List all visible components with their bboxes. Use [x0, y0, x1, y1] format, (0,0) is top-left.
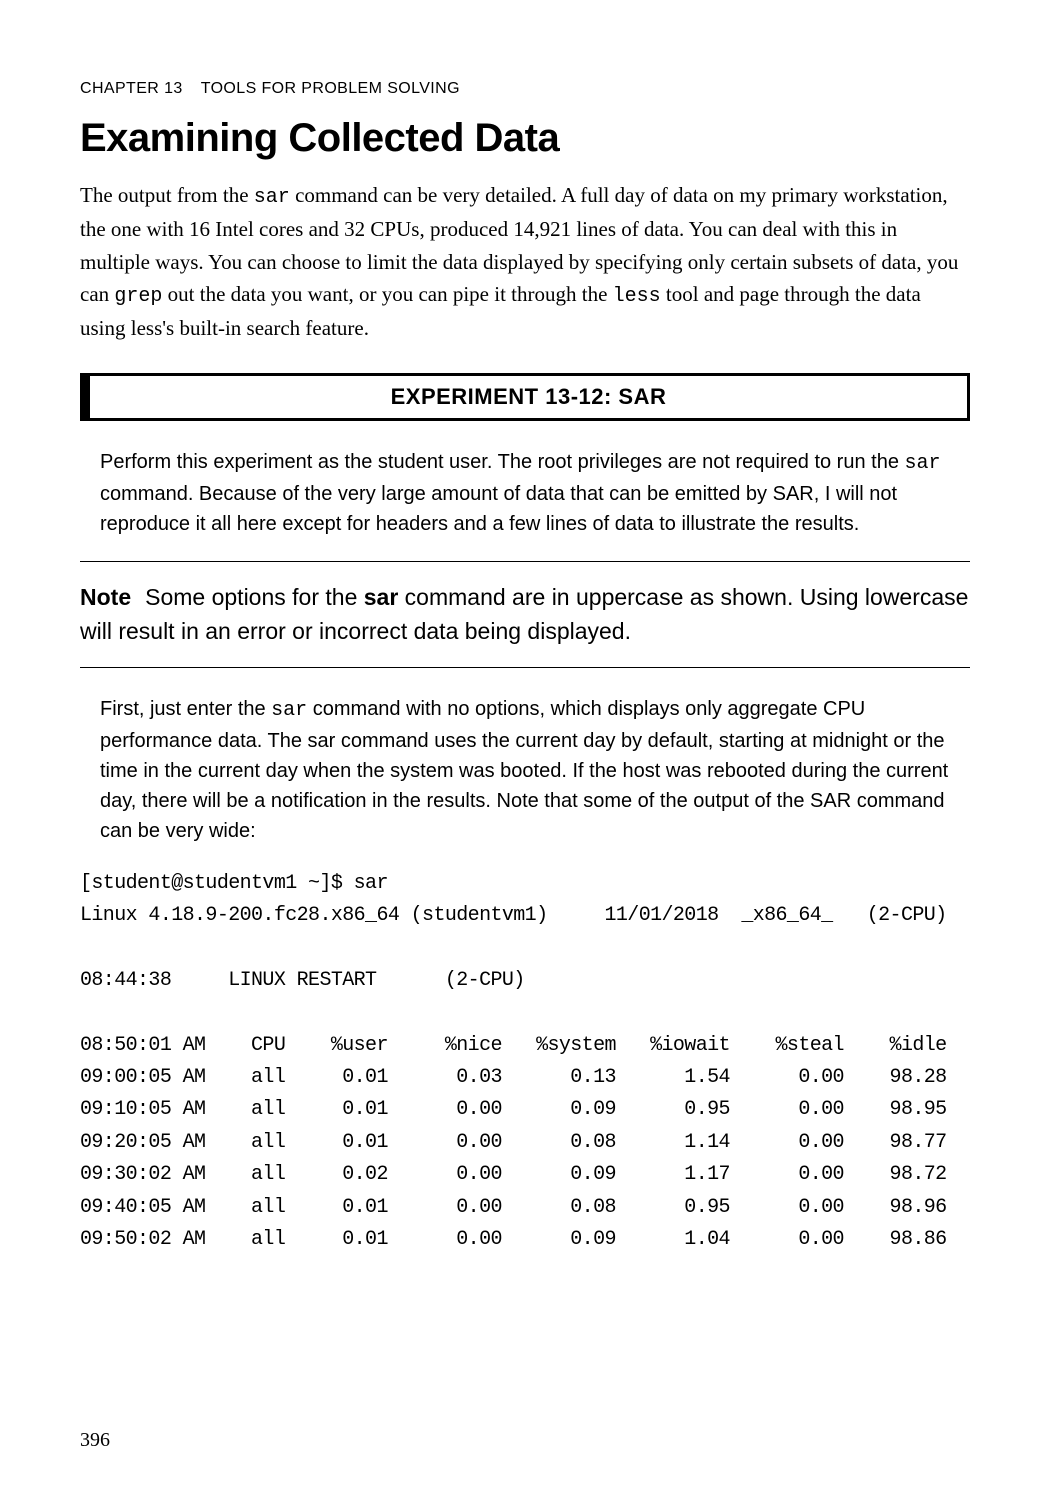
page-number: 396 [80, 1429, 110, 1452]
note-label: Note [80, 584, 131, 610]
terminal-output: [student@studentvm1 ~]$ sar Linux 4.18.9… [80, 868, 970, 1257]
code-grep: grep [114, 285, 162, 308]
text: First, just enter the [100, 698, 271, 720]
code-sar: sar [254, 186, 290, 209]
experiment-intro: Perform this experiment as the student u… [100, 447, 950, 539]
text: command. Because of the very large amoun… [100, 483, 897, 535]
terminal-line: [student@studentvm1 ~]$ sar [80, 872, 388, 895]
experiment-header: EXPERIMENT 13-12: SAR [80, 373, 970, 421]
terminal-line: 09:00:05 AM all 0.01 0.03 0.13 1.54 0.00… [80, 1066, 947, 1089]
text: Perform this experiment as the student u… [100, 451, 905, 473]
page: CHAPTER 13 TOOLS FOR PROBLEM SOLVING Exam… [0, 0, 1050, 1500]
text: Some options for the [145, 584, 364, 610]
terminal-line: 09:20:05 AM all 0.01 0.00 0.08 1.14 0.00… [80, 1131, 947, 1154]
chapter-number: CHAPTER 13 [80, 80, 183, 97]
terminal-line: 09:10:05 AM all 0.01 0.00 0.09 0.95 0.00… [80, 1098, 947, 1121]
terminal-line: 09:30:02 AM all 0.02 0.00 0.09 1.17 0.00… [80, 1163, 947, 1186]
terminal-line: 08:50:01 AM CPU %user %nice %system %iow… [80, 1034, 947, 1057]
code-sar: sar [905, 452, 941, 475]
code-sar: sar [271, 699, 307, 722]
terminal-line: Linux 4.18.9-200.fc28.x86_64 (studentvm1… [80, 904, 947, 927]
experiment-title: EXPERIMENT 13-12: SAR [391, 384, 667, 409]
text: The output from the [80, 183, 254, 207]
experiment-description: First, just enter the sar command with n… [100, 694, 950, 846]
code-less: less [613, 285, 661, 308]
terminal-line: 09:40:05 AM all 0.01 0.00 0.08 0.95 0.00… [80, 1196, 947, 1219]
chapter-title: TOOLS FOR PROBLEM SOLVING [201, 80, 460, 97]
section-title: Examining Collected Data [80, 116, 970, 161]
sar-bold: sar [364, 584, 399, 610]
chapter-label: CHAPTER 13 TOOLS FOR PROBLEM SOLVING [80, 80, 970, 98]
note-block: NoteSome options for the sar command are… [80, 561, 970, 668]
terminal-line: 08:44:38 LINUX RESTART (2-CPU) [80, 969, 525, 992]
text: out the data you want, or you can pipe i… [162, 282, 612, 306]
intro-paragraph: The output from the sar command can be v… [80, 179, 970, 345]
terminal-line: 09:50:02 AM all 0.01 0.00 0.09 1.04 0.00… [80, 1228, 947, 1251]
